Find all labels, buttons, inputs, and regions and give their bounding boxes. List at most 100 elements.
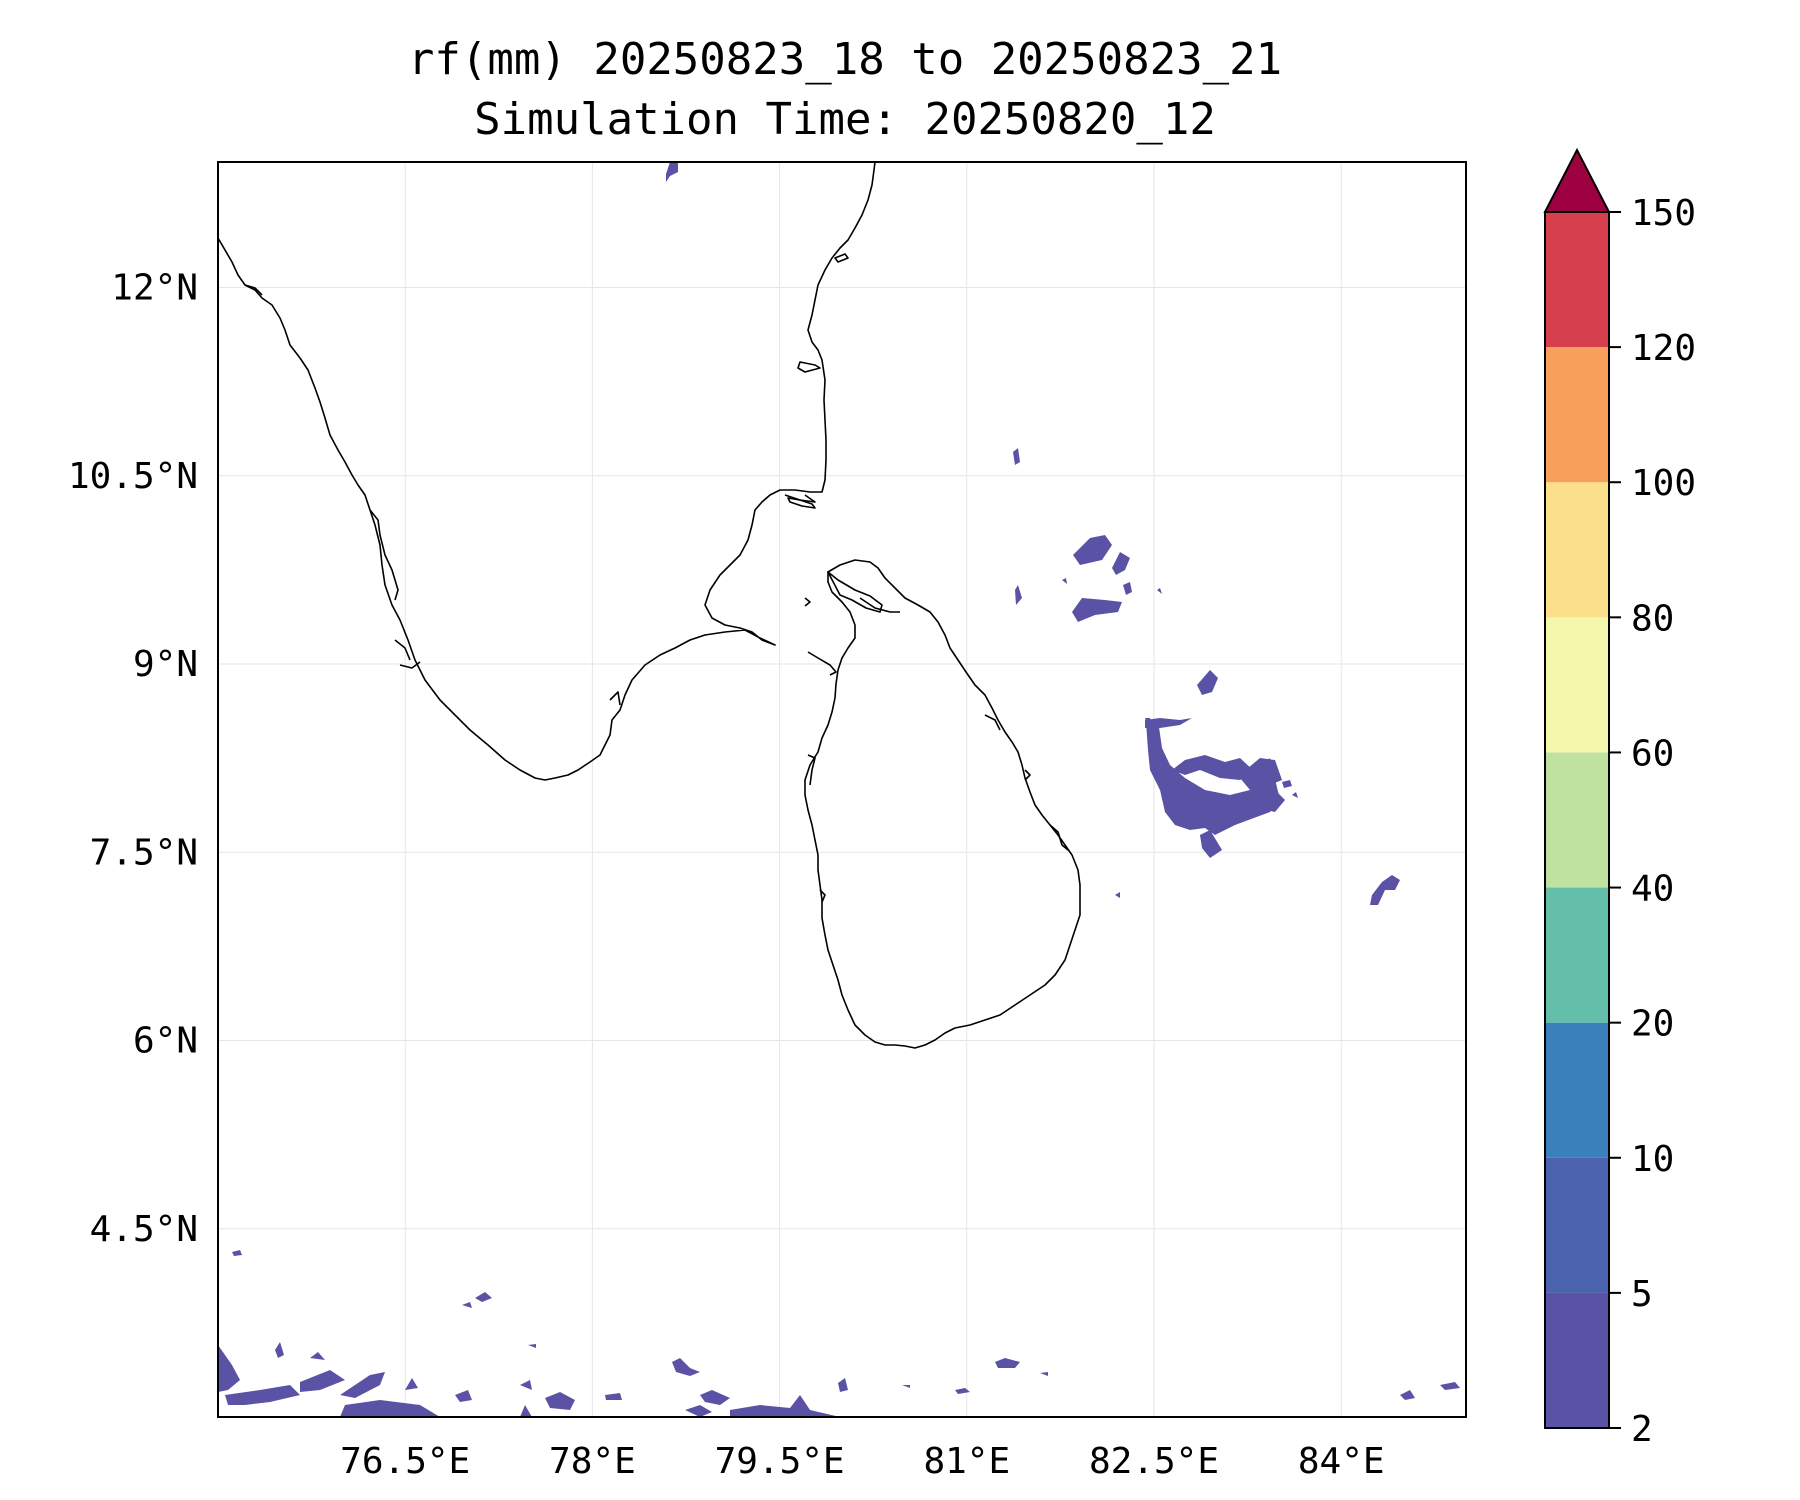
rain-patch: [1073, 535, 1112, 565]
rain-patch: [225, 1385, 300, 1405]
rain-patch: [1250, 790, 1285, 812]
coast-detail: [394, 639, 411, 661]
lat-tick-label: 6°N: [133, 1021, 198, 1062]
sri-lanka-coastline: [804, 559, 1081, 1049]
rain-patch: [1197, 670, 1218, 695]
colorbar: 2 5 10 20 40 60 80 100 120 150: [1543, 147, 1696, 1450]
coast-detail: [827, 571, 883, 613]
rain-patch: [700, 1390, 730, 1405]
rain-patch: [955, 1388, 970, 1394]
rain-patch: [340, 1372, 385, 1398]
lat-tick-label: 10.5°N: [68, 456, 198, 497]
lat-tick-label: 4.5°N: [90, 1209, 198, 1250]
rain-patch: [902, 1385, 910, 1388]
colorbar-tick-label: 120: [1631, 328, 1696, 369]
coastline: [218, 162, 1081, 1049]
lon-tick-label: 79.5°E: [715, 1441, 845, 1482]
lat-tick-label: 9°N: [133, 644, 198, 685]
rain-patch: [1440, 1382, 1460, 1390]
colorbar-segment: [1545, 1157, 1609, 1293]
coast-detail: [1024, 769, 1031, 781]
rain-patch: [1400, 1390, 1415, 1400]
lon-tick-label: 84°E: [1298, 1441, 1385, 1482]
colorbar-extend-arrow: [1543, 147, 1611, 213]
lat-tick-label: 7.5°N: [90, 832, 198, 873]
coast-detail: [784, 494, 816, 503]
colorbar-tick-label: 10: [1631, 1139, 1674, 1180]
coast-detail: [807, 651, 837, 676]
rain-patch: [1248, 758, 1282, 785]
rain-patch: [462, 1302, 472, 1308]
rain-patch: [1200, 830, 1222, 858]
rain-patch: [455, 1390, 472, 1402]
rain-patch: [1370, 875, 1400, 905]
rain-patch: [730, 1395, 840, 1417]
rain-patch: [1013, 448, 1020, 465]
longitude-labels: 76.5°E 78°E 79.5°E 81°E 82.5°E 84°E: [340, 1441, 1384, 1482]
coast-detail: [984, 714, 1001, 731]
coast-detail: [399, 661, 421, 669]
rain-patch: [995, 1358, 1020, 1368]
rain-patch: [232, 1250, 242, 1256]
colorbar-segment: [1545, 1292, 1609, 1428]
coast-detail: [609, 691, 621, 706]
lon-tick-label: 78°E: [549, 1441, 636, 1482]
colorbar-tick-label: 150: [1631, 193, 1696, 234]
rain-patch: [1015, 585, 1022, 605]
rain-patch: [340, 1400, 440, 1417]
rain-patch: [1172, 755, 1255, 780]
colorbar-tick-label: 40: [1631, 869, 1674, 910]
rain-patch: [1292, 792, 1298, 798]
rain-patch: [1146, 720, 1280, 835]
colorbar-segment: [1545, 482, 1609, 618]
lat-tick-label: 12°N: [111, 268, 198, 309]
lon-tick-label: 76.5°E: [340, 1441, 470, 1482]
rain-patch: [838, 1378, 848, 1392]
rain-patch: [475, 1292, 492, 1302]
rain-patch: [1040, 1372, 1048, 1376]
gridlines: [218, 162, 1466, 1417]
rainfall-areas: [218, 162, 1460, 1417]
rain-patch: [672, 1358, 700, 1376]
rain-patch: [1157, 588, 1162, 594]
rain-patch: [300, 1370, 345, 1392]
colorbar-tick-label: 80: [1631, 598, 1674, 639]
colorbar-segment: [1545, 1022, 1609, 1158]
coast-detail: [369, 509, 399, 601]
rain-patch: [545, 1392, 575, 1410]
rain-patch: [520, 1380, 532, 1390]
coast-detail: [244, 284, 263, 296]
lon-tick-label: 81°E: [923, 1441, 1010, 1482]
colorbar-frame: [1544, 211, 1610, 1429]
coast-detail: [859, 597, 900, 613]
rain-patch: [1062, 578, 1067, 584]
chart-title: rf(mm) 20250823_18 to 20250823_21: [407, 34, 1283, 85]
colorbar-tick-label: 20: [1631, 1004, 1674, 1045]
colorbar-segment: [1545, 212, 1609, 348]
coast-detail: [819, 889, 826, 903]
rain-patch: [528, 1344, 536, 1348]
rain-patch: [275, 1342, 284, 1358]
rain-patch: [1112, 552, 1130, 575]
island: [834, 253, 849, 263]
rain-patch: [1282, 780, 1292, 788]
rain-patch: [1072, 598, 1122, 622]
rain-patch: [310, 1352, 325, 1360]
rain-patch: [666, 162, 678, 182]
coast-detail: [807, 754, 816, 786]
rain-patch: [520, 1405, 532, 1417]
chart-subtitle: Simulation Time: 20250820_12: [474, 94, 1216, 145]
rain-patch: [1115, 892, 1120, 898]
coast-detail: [804, 597, 811, 607]
colorbar-tick-label: 5: [1631, 1274, 1653, 1315]
island: [787, 497, 816, 509]
colorbar-tick-label: 100: [1631, 463, 1696, 504]
colorbar-segment: [1545, 347, 1609, 483]
colorbar-segment: [1545, 887, 1609, 1023]
coast-detail: [1049, 824, 1069, 851]
india-coastline: [218, 162, 876, 781]
map-frame: [217, 161, 1467, 1418]
rain-patch: [685, 1405, 712, 1417]
colorbar-tick-label: 2: [1631, 1409, 1653, 1450]
